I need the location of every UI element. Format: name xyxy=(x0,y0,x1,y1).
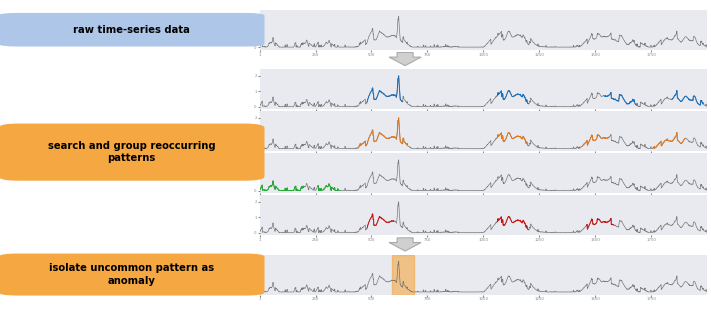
Text: isolate uncommon pattern as
anomaly: isolate uncommon pattern as anomaly xyxy=(49,263,214,286)
FancyBboxPatch shape xyxy=(0,124,264,181)
FancyArrow shape xyxy=(389,238,421,251)
FancyBboxPatch shape xyxy=(0,254,264,296)
FancyBboxPatch shape xyxy=(0,13,264,47)
Text: search and group reoccurring
patterns: search and group reoccurring patterns xyxy=(48,141,215,163)
FancyArrow shape xyxy=(389,52,421,66)
Bar xyxy=(392,255,414,295)
Text: raw time-series data: raw time-series data xyxy=(73,25,190,35)
